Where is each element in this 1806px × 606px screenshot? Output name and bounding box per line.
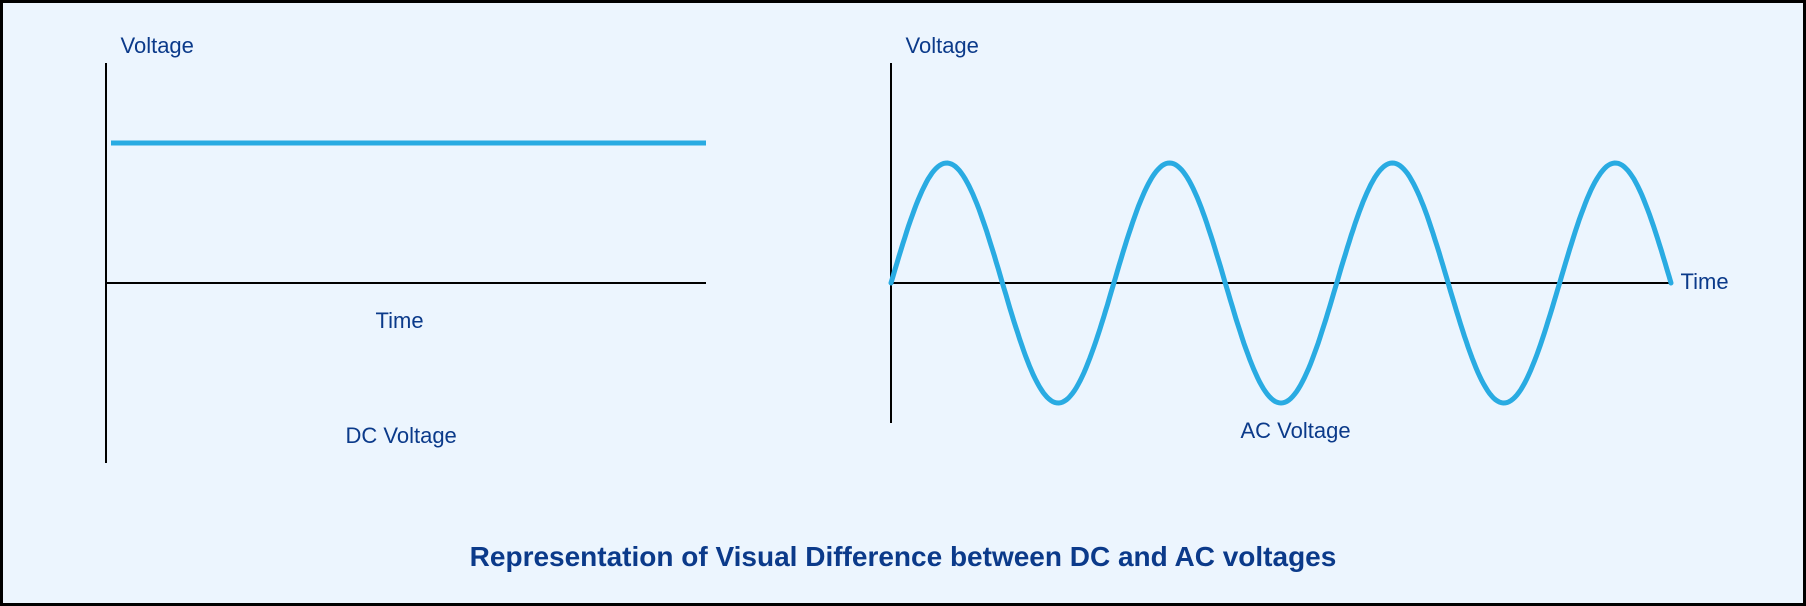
ac-x-axis-label: Time: [1681, 269, 1729, 295]
dc-x-axis-label: Time: [376, 308, 424, 334]
dc-chart-title: DC Voltage: [346, 423, 457, 449]
ac-chart-svg: [851, 43, 1741, 463]
ac-chart: Voltage Time AC Voltage: [851, 43, 1741, 463]
dc-chart-svg: [66, 43, 726, 463]
charts-row: Voltage Time DC Voltage Voltage Time AC …: [3, 3, 1803, 493]
dc-y-axis-label: Voltage: [121, 33, 194, 59]
ac-chart-title: AC Voltage: [1241, 418, 1351, 444]
figure-caption: Representation of Visual Difference betw…: [3, 541, 1803, 573]
figure-container: Voltage Time DC Voltage Voltage Time AC …: [0, 0, 1806, 606]
dc-chart: Voltage Time DC Voltage: [66, 43, 726, 463]
ac-y-axis-label: Voltage: [906, 33, 979, 59]
